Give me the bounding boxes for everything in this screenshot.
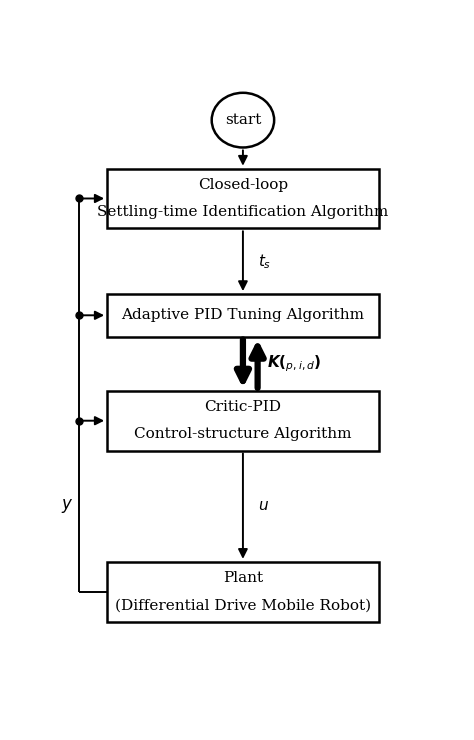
- Text: Adaptive PID Tuning Algorithm: Adaptive PID Tuning Algorithm: [121, 309, 365, 323]
- FancyBboxPatch shape: [107, 169, 379, 229]
- Text: Plant: Plant: [223, 571, 263, 585]
- Text: $t_s$: $t_s$: [258, 252, 271, 271]
- FancyBboxPatch shape: [107, 391, 379, 451]
- Ellipse shape: [212, 92, 274, 147]
- Text: Closed-loop: Closed-loop: [198, 178, 288, 192]
- FancyBboxPatch shape: [107, 294, 379, 337]
- Text: Control-structure Algorithm: Control-structure Algorithm: [134, 428, 352, 441]
- Text: $\boldsymbol{K}$$\mathbf{(}$$_{p,i,d}$$\mathbf{)}$: $\boldsymbol{K}$$\mathbf{(}$$_{p,i,d}$$\…: [267, 354, 321, 374]
- Text: (Differential Drive Mobile Robot): (Differential Drive Mobile Robot): [115, 599, 371, 612]
- Text: Critic-PID: Critic-PID: [204, 400, 282, 414]
- Text: start: start: [225, 113, 261, 127]
- Text: $y$: $y$: [62, 497, 74, 515]
- Text: Settling-time Identification Algorithm: Settling-time Identification Algorithm: [97, 205, 389, 219]
- FancyBboxPatch shape: [107, 562, 379, 622]
- Text: $u$: $u$: [258, 500, 269, 513]
